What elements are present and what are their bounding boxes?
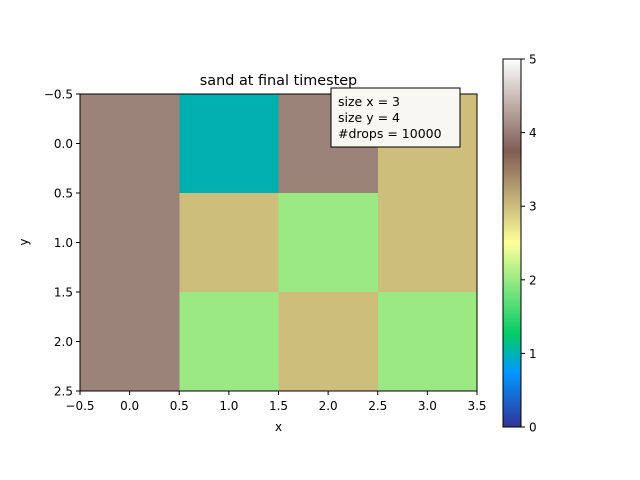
colorbar-tick-label: 3 — [529, 200, 537, 214]
x-axis-label: x — [275, 420, 282, 434]
annotation-line-2: size y = 4 — [338, 110, 400, 125]
annotation-line-3: #drops = 10000 — [338, 126, 442, 141]
y-tick-label: 1.5 — [54, 286, 73, 300]
heatmap-cell — [80, 94, 180, 193]
x-tick-label: 1.0 — [219, 399, 238, 413]
chart-title: sand at final timestep — [200, 73, 357, 89]
x-tick-label: 2.0 — [319, 399, 338, 413]
x-axis-ticks: −0.5 0.0 0.5 1.0 1.5 2.0 2.5 3.0 3.5 — [65, 391, 487, 413]
heatmap-cell — [80, 292, 180, 391]
heatmap-cell — [377, 292, 477, 391]
x-tick-label: 0.5 — [170, 399, 189, 413]
x-tick-label: 0.0 — [120, 399, 139, 413]
annotation-line-1: size x = 3 — [338, 94, 400, 109]
x-tick-label: −0.5 — [65, 399, 94, 413]
heatmap-cell — [80, 193, 180, 292]
y-tick-label: 2.0 — [54, 335, 73, 349]
x-tick-label: 3.0 — [418, 399, 437, 413]
x-tick-label: 1.5 — [269, 399, 288, 413]
y-tick-label: 2.5 — [54, 385, 73, 399]
colorbar-tick-label: 5 — [529, 53, 537, 67]
y-tick-label: 0.5 — [54, 187, 73, 201]
heatmap-cell — [179, 94, 279, 193]
heatmap-cell — [377, 193, 477, 292]
y-tick-label: 1.0 — [54, 236, 73, 250]
annotation-box: size x = 3 size y = 4 #drops = 10000 — [330, 87, 461, 148]
y-tick-label: −0.5 — [44, 88, 73, 102]
heatmap-cell — [179, 292, 279, 391]
colorbar-tick-label: 0 — [529, 421, 537, 435]
x-tick-label: 3.5 — [467, 399, 486, 413]
y-axis-ticks: −0.5 0.0 0.5 1.0 1.5 2.0 2.5 — [44, 88, 80, 399]
y-axis-label: y — [17, 238, 31, 245]
heatmap-cell — [179, 193, 279, 292]
heatmap-cell — [278, 292, 378, 391]
y-tick-label: 0.0 — [54, 137, 73, 151]
x-tick-label: 2.5 — [368, 399, 387, 413]
annotation-background — [330, 87, 461, 148]
colorbar: 0 1 2 3 4 5 — [502, 53, 537, 435]
colorbar-tick-label: 4 — [529, 126, 537, 140]
colorbar-tick-label: 1 — [529, 347, 537, 361]
colorbar-ticks: 0 1 2 3 4 5 — [521, 53, 537, 435]
heatmap-cell — [278, 193, 378, 292]
colorbar-tick-label: 2 — [529, 273, 537, 287]
colorbar-gradient — [502, 58, 522, 428]
